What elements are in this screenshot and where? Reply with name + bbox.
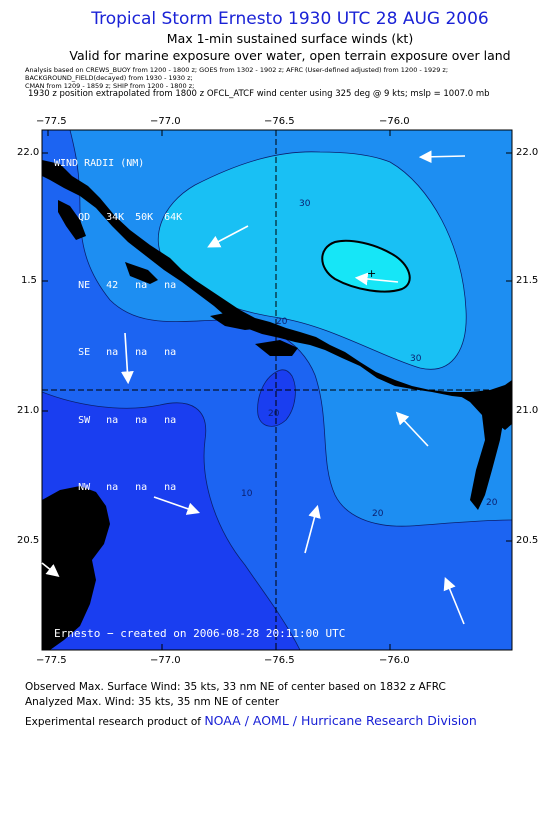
lon-tick-bottom-76-0: −76.0	[379, 655, 410, 666]
wind-radii-cell: na	[135, 414, 148, 426]
contour-label-20-a: 20	[276, 317, 288, 327]
land-cuba	[42, 160, 512, 430]
wind-arrow	[395, 411, 429, 447]
lat-tick-right-22-0: 22.0	[516, 147, 539, 158]
wind-radii-cell: na	[164, 347, 177, 358]
wind-radii-cell: na	[106, 482, 119, 493]
wind-radii-cell: SW	[78, 414, 91, 426]
lat-tick-right-20-5: 20.5	[516, 535, 539, 546]
map-subtitle: Max 1-min sustained surface winds (kt)	[166, 31, 414, 46]
wind-radii-cell: na	[135, 347, 148, 358]
wind-radii-table: WIND RADII (NM) QD 34K 50K 64K NE 42 na na SE n…	[54, 130, 193, 522]
research-credit: Experimental research product of NOAA / …	[25, 713, 477, 728]
wind-radii-cell: na	[106, 347, 119, 358]
wind-arrow	[121, 332, 134, 385]
storm-center-marker: +	[367, 267, 377, 280]
map-credit: Ernesto − created on 2006-08-28 20:11:00…	[54, 627, 346, 640]
wind-arrow	[443, 577, 465, 625]
wind-arrow	[418, 150, 466, 164]
wind-radii-cell: NE	[78, 279, 91, 291]
observed-max-wind: Observed Max. Surface Wind: 35 kts, 33 n…	[25, 681, 446, 693]
wind-arrow	[153, 496, 201, 515]
wind-radii-cell: na	[106, 414, 119, 426]
lon-tick-bottom-77-5: −77.5	[36, 655, 67, 666]
position-line: 1930 z position extrapolated from 1800 z…	[28, 89, 490, 99]
lat-tick-right-21-0: 21.0	[516, 405, 539, 416]
wind-radii-cell: na	[135, 482, 148, 493]
contour-label-20-c: 20	[372, 509, 384, 519]
wind-radii-row-sw: SW na na na	[54, 400, 193, 441]
contour-label-30-a: 30	[299, 199, 311, 209]
lon-tick-bottom-77-0: −77.0	[150, 655, 181, 666]
noaa-aoml-link[interactable]: NOAA / AOML / Hurricane Research Divisio…	[204, 713, 477, 728]
land-jamaica-coast	[42, 486, 110, 650]
wind-radii-cell: na	[135, 279, 148, 291]
wind-arrow	[207, 225, 249, 248]
wind-arrow	[354, 272, 399, 286]
wind-radii-cell: na	[164, 482, 177, 493]
wind-radii-cell: na	[164, 279, 177, 291]
lat-tick-left-21-5: 1.5	[21, 275, 37, 286]
contour-label-20-d: 20	[486, 498, 498, 508]
lat-tick-right-21-5: 21.5	[516, 275, 539, 286]
analysis-line-1: Analysis based on CREWS_BUOY from 1200 -…	[25, 66, 449, 74]
contour-label-20-b: 20	[268, 409, 280, 419]
lat-tick-left-22-0: 22.0	[17, 147, 40, 158]
wind-radii-header-50k: 50K	[135, 212, 154, 223]
analyzed-max-wind: Analyzed Max. Wind: 35 kts, 35 nm NE of …	[25, 696, 280, 708]
wind-radii-title: WIND RADII (NM)	[54, 158, 145, 169]
lat-tick-left-21-0: 21.0	[17, 405, 40, 416]
wind-radii-row-se: SE na na na	[54, 333, 193, 374]
wind-radii-header-34k: 34K	[106, 212, 125, 223]
land-cay-1	[125, 262, 158, 284]
lon-tick-top-77-5: −77.5	[36, 116, 67, 127]
valid-line: Valid for marine exposure over water, op…	[69, 48, 511, 63]
analysis-line-3: CMAN from 1209 - 1859 z; SHIP from 1200 …	[25, 82, 195, 90]
lat-tick-left-20-5: 20.5	[17, 535, 40, 546]
plot-border	[41, 129, 513, 651]
map-title: Tropical Storm Ernesto 1930 UTC 28 AUG 2…	[91, 9, 489, 29]
lon-tick-bottom-76-5: −76.5	[264, 655, 295, 666]
wind-core-35	[321, 239, 411, 293]
lon-tick-top-77-0: −77.0	[150, 116, 181, 127]
contour-label-30-b: 30	[410, 354, 422, 364]
land-cuba-east	[460, 396, 505, 510]
wind-radii-cell: na	[164, 414, 177, 426]
wind-arrow	[304, 504, 321, 554]
wind-radii-header-qd: QD	[78, 212, 91, 223]
lon-tick-top-76-0: −76.0	[379, 116, 410, 127]
wind-radii-header: QD 34K 50K 64K	[54, 198, 193, 239]
land-islands-north	[58, 200, 86, 240]
wind-radii-row-ne: NE 42 na na	[54, 265, 193, 306]
contour-label-10: 10	[241, 489, 253, 499]
land-cay-2	[210, 312, 262, 330]
analysis-line-2: BACKGROUND_FIELD(decayed) from 1930 - 19…	[25, 74, 193, 82]
tick-marks	[42, 130, 512, 650]
lon-tick-top-76-5: −76.5	[264, 116, 295, 127]
wind-band-30-35	[157, 151, 467, 370]
wind-radii-row-nw: NW na na na	[54, 468, 193, 509]
wind-radii-header-64k: 64K	[164, 212, 183, 223]
wind-radii-cell: SE	[78, 347, 91, 358]
wind-min-spot	[257, 369, 296, 427]
wind-radii-cell: 42	[106, 279, 119, 291]
research-prefix: Experimental research product of	[25, 716, 201, 728]
wind-radii-cell: NW	[78, 482, 91, 493]
wind-arrows	[41, 150, 466, 625]
wind-arrow	[41, 562, 60, 577]
